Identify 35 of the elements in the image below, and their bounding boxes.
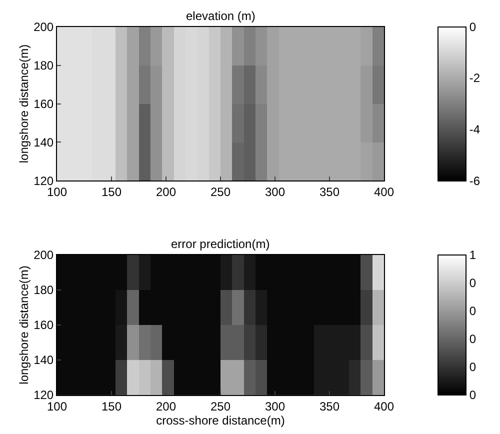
color-bar-label: 0: [469, 388, 476, 402]
color-bar-label: 0: [469, 332, 476, 346]
color-bar-label: 0: [469, 20, 476, 34]
color-bar-label: -2: [469, 71, 480, 86]
x-tick-label: 300: [264, 399, 286, 414]
x-tick-label: 150: [101, 184, 122, 199]
x-tick-label: 300: [264, 184, 286, 199]
y-tick-label: 180: [34, 283, 54, 298]
y-tick-label: 160: [34, 318, 54, 332]
x-axis-title: cross-shore distance(m): [156, 413, 285, 428]
y-tick-label: 200: [34, 248, 54, 262]
x-tick-label: 200: [156, 399, 176, 414]
y-axis-title: longshore distance(m): [16, 44, 31, 164]
x-tick-label: 350: [319, 184, 340, 199]
x-tick-label: 400: [374, 399, 394, 414]
color-bar-label: 1: [469, 248, 476, 262]
y-tick-label: 140: [34, 353, 54, 368]
color-bar-label: 0: [469, 276, 476, 290]
chart-title: elevation (m): [186, 9, 256, 23]
x-tick-label: 350: [319, 399, 340, 414]
x-tick-label: 250: [210, 399, 231, 414]
color-bar-label: 0: [469, 304, 476, 318]
x-tick-label: 400: [374, 184, 394, 199]
color-bar-label: -6: [469, 174, 480, 188]
x-tick-label: 250: [210, 184, 231, 199]
y-tick-label: 140: [34, 135, 54, 150]
y-tick-label: 180: [34, 58, 54, 73]
x-tick-label: 200: [156, 184, 176, 199]
y-tick-label: 200: [34, 20, 54, 34]
chart-title: error prediction(m): [171, 237, 270, 251]
x-tick-label: 150: [101, 399, 122, 414]
y-axis-title: longshore distance(m): [16, 266, 31, 384]
y-tick-label: 160: [34, 96, 54, 111]
color-bar-label: 0: [469, 360, 476, 374]
color-bar-label: -4: [469, 122, 480, 136]
